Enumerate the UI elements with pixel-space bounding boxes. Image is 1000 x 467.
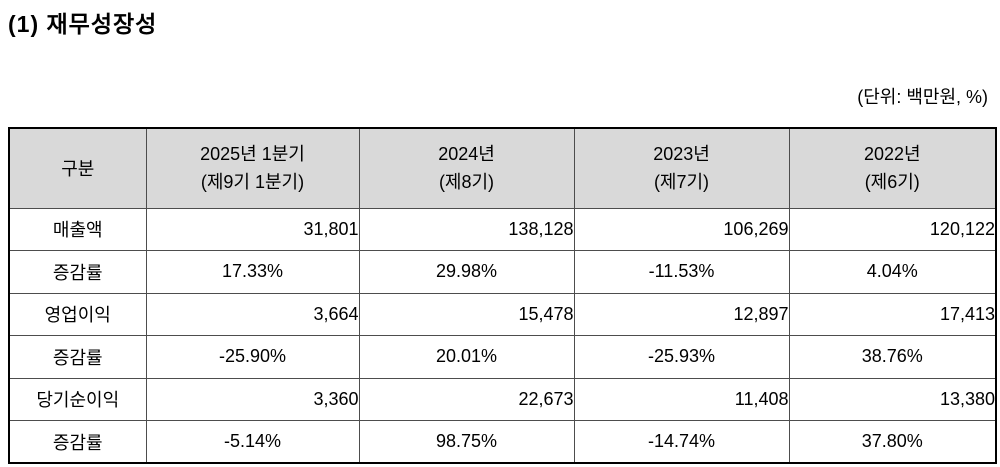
header-category: 구분 <box>8 127 147 209</box>
table-row-revenue-growth: 증감률 17.33% 29.98% -11.53% 4.04% <box>8 250 997 294</box>
cell-value: 17,413 <box>788 292 997 336</box>
cell-value: 38.76% <box>788 335 997 379</box>
cell-value: -25.90% <box>145 335 360 379</box>
cell-value: 15,478 <box>358 292 575 336</box>
header-period-line: (제6기) <box>864 172 920 193</box>
cell-value: 37.80% <box>788 420 997 464</box>
header-period-line: (제7기) <box>653 172 710 193</box>
table-row-operating-profit: 영업이익 3,664 15,478 12,897 17,413 <box>8 292 997 336</box>
table-row-net-income-growth: 증감률 -5.14% 98.75% -14.74% 37.80% <box>8 420 997 464</box>
table-row-operating-profit-growth: 증감률 -25.90% 20.01% -25.93% 38.76% <box>8 335 997 379</box>
cell-value: 106,269 <box>573 207 790 251</box>
cell-value: 4.04% <box>788 250 997 294</box>
cell-value: 138,128 <box>358 207 575 251</box>
cell-value: -14.74% <box>573 420 790 464</box>
row-label: 영업이익 <box>8 292 147 336</box>
unit-note: (단위: 백만원, %) <box>857 87 988 107</box>
row-label: 증감률 <box>8 250 147 294</box>
header-year-line: 2022년 <box>863 144 921 165</box>
table-row-revenue: 매출액 31,801 138,128 106,269 120,122 <box>8 207 997 251</box>
cell-value: 11,408 <box>573 377 790 421</box>
row-label: 매출액 <box>8 207 147 251</box>
header-2025-q1: 2025년 1분기 (제9기 1분기) <box>145 127 360 209</box>
cell-value: -5.14% <box>145 420 360 464</box>
header-year-line: 2023년 <box>653 144 710 165</box>
row-label: 증감률 <box>8 420 147 464</box>
table-header: 구분 2025년 1분기 (제9기 1분기) 2024년 (제8기) 2023년… <box>8 127 997 209</box>
cell-value: 120,122 <box>788 207 997 251</box>
header-period-line: (제8기) <box>438 172 495 193</box>
table-header-row: 구분 2025년 1분기 (제9기 1분기) 2024년 (제8기) 2023년… <box>8 127 997 209</box>
header-2022: 2022년 (제6기) <box>788 127 997 209</box>
cell-value: 12,897 <box>573 292 790 336</box>
header-period-line: (제9기 1분기) <box>200 172 305 193</box>
cell-value: 3,664 <box>145 292 360 336</box>
cell-value: -25.93% <box>573 335 790 379</box>
table-body: 매출액 31,801 138,128 106,269 120,122 증감률 1… <box>8 207 997 464</box>
cell-value: 29.98% <box>358 250 575 294</box>
table-row-net-income: 당기순이익 3,360 22,673 11,408 13,380 <box>8 377 997 421</box>
cell-value: 22,673 <box>358 377 575 421</box>
financial-growth-table: 구분 2025년 1분기 (제9기 1분기) 2024년 (제8기) 2023년… <box>8 127 997 464</box>
header-2024: 2024년 (제8기) <box>358 127 575 209</box>
cell-value: -11.53% <box>573 250 790 294</box>
cell-value: 17.33% <box>145 250 360 294</box>
page-title: (1) 재무성장성 <box>8 11 158 37</box>
cell-value: 13,380 <box>788 377 997 421</box>
header-year-line: 2025년 1분기 <box>200 144 305 165</box>
cell-value: 20.01% <box>358 335 575 379</box>
cell-value: 3,360 <box>145 377 360 421</box>
cell-value: 31,801 <box>145 207 360 251</box>
header-year-line: 2024년 <box>438 144 495 165</box>
row-label: 당기순이익 <box>8 377 147 421</box>
header-2023: 2023년 (제7기) <box>573 127 790 209</box>
cell-value: 98.75% <box>358 420 575 464</box>
row-label: 증감률 <box>8 335 147 379</box>
